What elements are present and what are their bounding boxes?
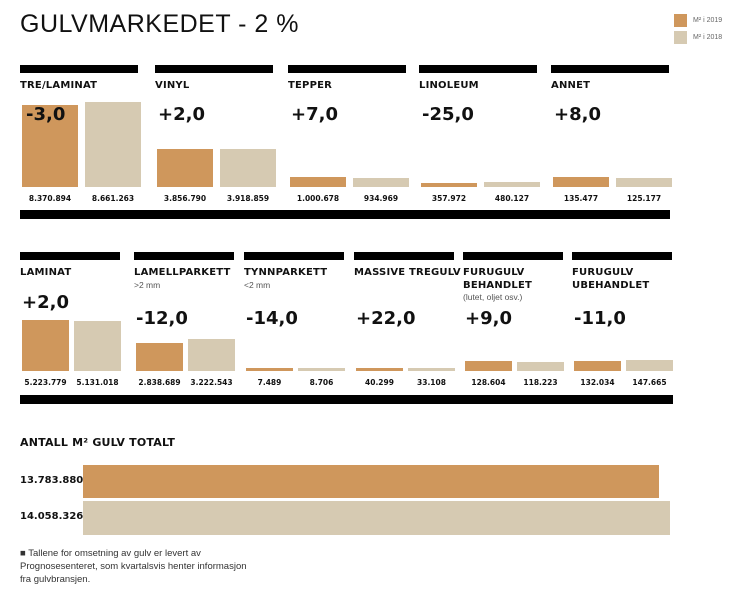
value-2018: 934.969: [363, 194, 399, 203]
value-2018: 118.223: [523, 378, 558, 387]
category-name: TEPPER: [288, 80, 333, 91]
bar-2018: [298, 368, 345, 371]
bar-2019: [22, 319, 69, 371]
value-2019: 135.477: [563, 194, 599, 203]
category-name: LINOLEUM: [419, 80, 479, 91]
value-2019: 40.299: [365, 378, 394, 387]
value-2019: 7.489: [257, 378, 282, 387]
change-percent: +2,0: [158, 104, 205, 125]
change-percent: -25,0: [422, 104, 474, 125]
change-percent: +8,0: [554, 104, 601, 125]
change-percent: +7,0: [291, 104, 338, 125]
bar-2019: [465, 361, 512, 371]
legend-swatch-2019: [674, 14, 687, 27]
value-2018: 3.918.859: [226, 194, 270, 203]
category-header-bar: [572, 252, 672, 260]
total-bar-2018: [83, 501, 670, 535]
bar-2018: [353, 177, 409, 187]
change-percent: -11,0: [574, 308, 626, 329]
category-name: LAMINAT: [20, 267, 72, 278]
category-name: FURUGULV BEHANDLET: [463, 267, 533, 291]
category-name: VINYL: [155, 80, 190, 91]
bar-2019: [553, 176, 609, 187]
bar-2019: [290, 177, 346, 187]
change-percent: -14,0: [246, 308, 298, 329]
bar-2019: [356, 367, 403, 371]
value-2018: 125.177: [626, 194, 662, 203]
category-header-bar: [354, 252, 454, 260]
category-header-bar: [419, 65, 537, 73]
category-header-bar: [20, 65, 138, 73]
bar-2019: [421, 183, 477, 187]
value-2018: 8.706: [309, 378, 334, 387]
value-2019: 357.972: [431, 194, 467, 203]
category-header-bar: [288, 65, 406, 73]
value-2019: 5.223.779: [24, 378, 67, 387]
bar-2018: [220, 148, 276, 187]
bar-2018: [85, 102, 141, 187]
divider: [20, 210, 670, 219]
value-2018: 8.661.263: [91, 194, 135, 203]
category-name: LAMELLPARKETT: [134, 267, 231, 278]
divider: [20, 395, 673, 404]
change-percent: +9,0: [465, 308, 512, 329]
category-subtitle: (lutet, oljet osv.): [463, 292, 523, 302]
value-2019: 1.000.678: [296, 194, 340, 203]
change-percent: +22,0: [356, 308, 416, 329]
category-header-bar: [244, 252, 344, 260]
total-2018-label: 14.058.326: [20, 511, 84, 522]
bar-2019: [22, 104, 78, 187]
change-percent: +2,0: [22, 292, 69, 313]
category-name: ANNET: [551, 80, 591, 91]
value-2019: 8.370.894: [28, 194, 72, 203]
legend-label-2019: M² i 2019: [693, 17, 723, 24]
value-2018: 33.108: [417, 378, 446, 387]
category-subtitle: <2 mm: [244, 280, 271, 290]
value-2018: 147.665: [632, 378, 667, 387]
legend-swatch-2018: [674, 31, 687, 44]
category-header-bar: [463, 252, 563, 260]
value-2019: 128.604: [471, 378, 506, 387]
category-header-bar: [155, 65, 273, 73]
category-name: MASSIVE TREGULV: [354, 267, 461, 278]
change-percent: -12,0: [136, 308, 188, 329]
totals-title: ANTALL M² GULV TOTALT: [20, 436, 176, 449]
value-2018: 5.131.018: [76, 378, 119, 387]
total-2019-label: 13.783.880: [20, 475, 84, 486]
value-2019: 132.034: [580, 378, 615, 387]
bar-2018: [408, 368, 455, 371]
bar-2018: [74, 320, 121, 371]
change-percent: -3,0: [26, 104, 66, 125]
category-name: TYNNPARKETT: [244, 267, 328, 278]
value-2018: 480.127: [494, 194, 530, 203]
bar-2018: [517, 362, 564, 371]
page-title: GULVMARKEDET - 2 %: [20, 10, 299, 38]
bar-2019: [136, 343, 183, 371]
bar-2019: [574, 361, 621, 371]
value-2019: 2.838.689: [138, 378, 181, 387]
category-header-bar: [134, 252, 234, 260]
value-2018: 3.222.543: [190, 378, 233, 387]
category-name: TRE/LAMINAT: [20, 80, 98, 91]
legend-label-2018: M² i 2018: [693, 34, 723, 41]
category-subtitle: >2 mm: [134, 280, 161, 290]
bar-2018: [616, 177, 672, 187]
bar-2018: [626, 359, 673, 371]
bar-2018: [188, 339, 235, 371]
category-name: FURUGULV UBEHANDLET: [572, 267, 650, 291]
bar-2019: [157, 149, 213, 187]
value-2019: 3.856.790: [163, 194, 207, 203]
footnote: ■ Tallene for omsetning av gulv er lever…: [20, 548, 247, 585]
total-bar-2019: [83, 465, 659, 498]
category-header-bar: [551, 65, 669, 73]
bar-2018: [484, 182, 540, 187]
category-header-bar: [20, 252, 120, 260]
bar-2019: [246, 368, 293, 371]
